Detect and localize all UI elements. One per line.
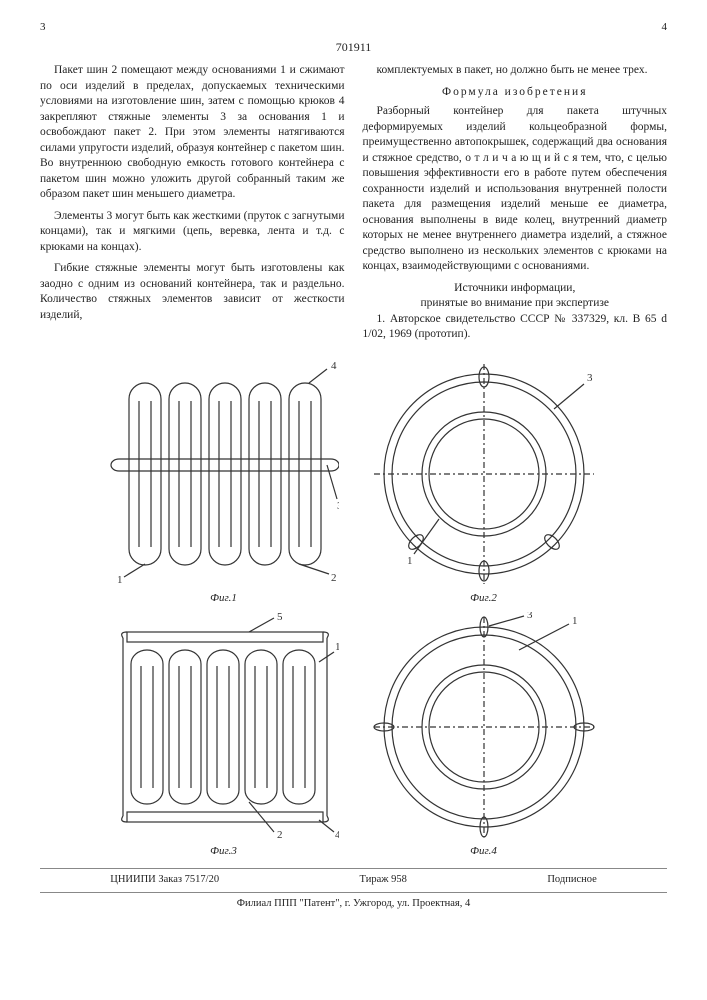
page-num-right: 4 bbox=[662, 20, 668, 35]
fig2-caption: Фиг.2 bbox=[369, 591, 599, 606]
formula-title: Формула изобретения bbox=[363, 85, 668, 101]
fig4-caption: Фиг.4 bbox=[369, 844, 599, 859]
figure-4: 1 3 Фиг.4 bbox=[369, 612, 599, 859]
fig3-label-2: 2 bbox=[277, 829, 283, 841]
figure-2: 3 1 Фиг.2 bbox=[369, 359, 599, 606]
left-p1: Пакет шин 2 помещают между основаниями 1… bbox=[40, 63, 345, 203]
left-p2: Элементы 3 могут быть как жесткими (прут… bbox=[40, 209, 345, 256]
right-source1: 1. Авторское свидетельство СССР № 337329… bbox=[363, 312, 668, 343]
left-p3: Гибкие стяжные элементы могут быть изгот… bbox=[40, 261, 345, 323]
fig1-caption: Фиг.1 bbox=[109, 591, 339, 606]
left-column: Пакет шин 2 помещают между основаниями 1… bbox=[40, 63, 345, 349]
right-p2: Разборный контейнер для пакета штучных д… bbox=[363, 104, 668, 275]
footer-sub: Подписное bbox=[547, 873, 596, 887]
fig2-label-1: 1 bbox=[407, 555, 413, 567]
fig1-label-4: 4 bbox=[331, 360, 337, 372]
fig1-label-2: 2 bbox=[331, 572, 337, 584]
sources-title: Источники информации, bbox=[363, 281, 668, 297]
fig4-label-3: 3 bbox=[527, 612, 533, 621]
fig3-caption: Фиг.3 bbox=[109, 844, 339, 859]
page-num-left: 3 bbox=[40, 20, 46, 35]
footer: ЦНИИПИ Заказ 7517/20 Тираж 958 Подписное… bbox=[40, 868, 667, 910]
fig3-label-5: 5 bbox=[277, 612, 283, 623]
fig2-label-3: 3 bbox=[587, 372, 593, 384]
figure-1: 4 3 2 1 Фиг.1 bbox=[109, 359, 339, 606]
fig1-label-3: 3 bbox=[337, 500, 339, 512]
figure-3: 5 1 2 4 Фиг.3 bbox=[109, 612, 339, 859]
doc-number: 701911 bbox=[40, 39, 667, 55]
footer-address: Филиал ППП "Патент", г. Ужгород, ул. Про… bbox=[40, 892, 667, 911]
fig3-label-4: 4 bbox=[335, 829, 339, 841]
fig4-label-1: 1 bbox=[572, 615, 578, 627]
sources-sub: принятые во внимание при экспертизе bbox=[363, 296, 668, 312]
footer-order: ЦНИИПИ Заказ 7517/20 bbox=[110, 873, 219, 887]
footer-tirazh: Тираж 958 bbox=[360, 873, 407, 887]
right-p1: комплектуемых в пакет, но должно быть не… bbox=[363, 63, 668, 79]
text-columns: Пакет шин 2 помещают между основаниями 1… bbox=[40, 63, 667, 349]
fig3-label-1: 1 bbox=[335, 641, 339, 653]
fig1-label-1: 1 bbox=[117, 574, 123, 586]
right-column: комплектуемых в пакет, но должно быть не… bbox=[363, 63, 668, 349]
figures-block: 4 3 2 1 Фиг.1 bbox=[40, 359, 667, 859]
